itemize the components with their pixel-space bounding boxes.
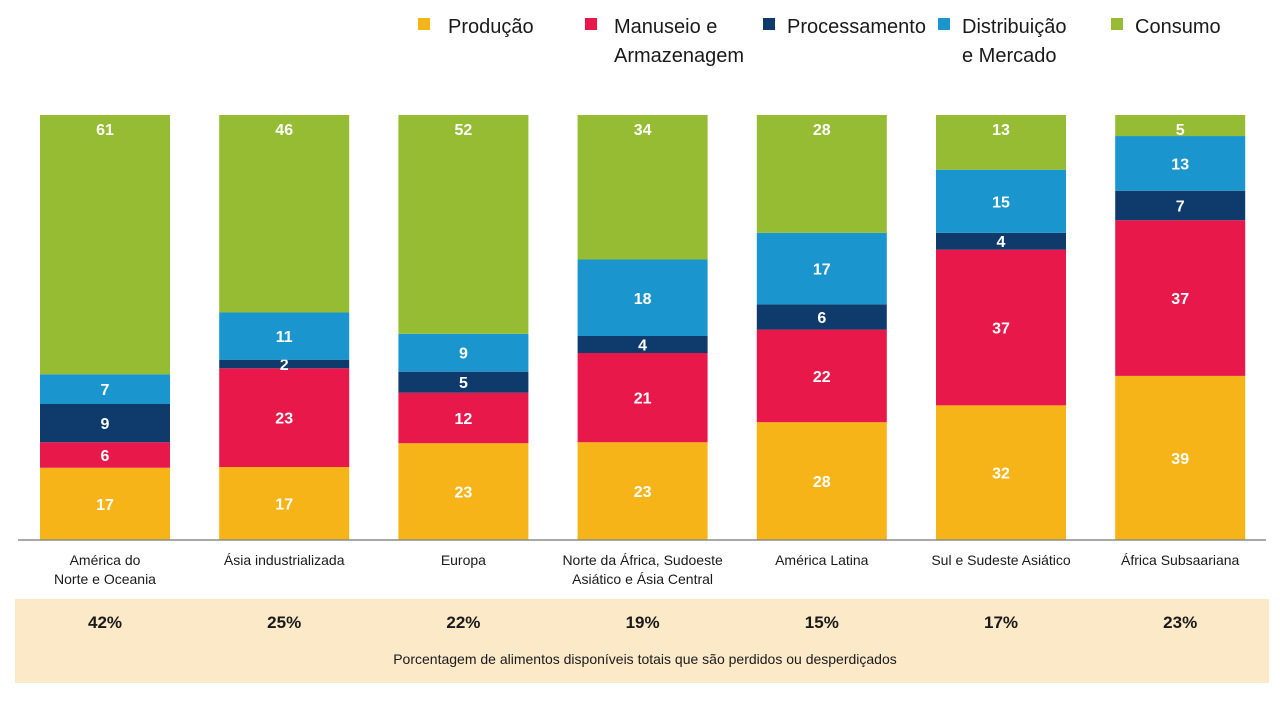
bar-value-label-c3-s1: 23 [455, 485, 473, 502]
bar-segment-c3-s1 [398, 443, 529, 540]
bar-segment-c4-s3 [577, 336, 708, 353]
bar-value-label-c6-s1: 32 [992, 466, 1010, 483]
bar-segment-c1-s5 [40, 115, 170, 375]
bar-value-label-c6-s3: 4 [997, 234, 1006, 251]
bar-segment-c2-s3 [219, 359, 350, 369]
bar-value-label-c4-s4: 18 [634, 291, 652, 308]
category-label-6: Sul e Sudeste Asiático [931, 552, 1071, 568]
bar-value-label-c5-s4: 17 [813, 262, 831, 279]
bar-value-label-c4-s1: 23 [634, 484, 652, 501]
bar-value-label-c7-s3: 7 [1176, 198, 1185, 215]
bar-value-label-c1-s1: 17 [96, 497, 114, 514]
bar-value-label-c2-s1: 17 [275, 497, 293, 514]
bar-segment-c1-s2 [40, 442, 170, 468]
total-percent-1: 42% [88, 613, 122, 632]
bar-value-label-c2-s3: 2 [280, 357, 289, 374]
bar-value-label-c4-s5: 34 [634, 122, 652, 139]
legend-label-5: Consumo [1135, 16, 1221, 38]
bar-segment-c5-s2 [756, 329, 887, 423]
legend-swatch-1 [418, 18, 430, 30]
bar-value-label-c3-s2: 12 [455, 411, 473, 428]
bar-segment-c2-s1 [219, 467, 350, 540]
bar-value-label-c2-s5: 46 [275, 122, 293, 139]
bar-segment-c6-s1 [936, 405, 1066, 540]
bar-segment-c7-s3 [1115, 190, 1246, 221]
bar-value-label-c4-s3: 4 [638, 338, 647, 355]
total-percent-3: 22% [446, 613, 480, 632]
legend-label-2: Manuseio e Armazenagem [614, 16, 744, 67]
bar-segment-c2-s2 [219, 368, 350, 468]
bar-segment-c7-s5 [1115, 115, 1246, 137]
total-percent-7: 23% [1163, 613, 1197, 632]
bar-segment-c7-s2 [1115, 220, 1246, 376]
bar-value-label-c5-s1: 28 [813, 474, 831, 491]
bar-segment-c6-s4 [936, 169, 1066, 233]
bar-segment-c6-s2 [936, 249, 1066, 406]
bar-value-label-c6-s5: 13 [992, 122, 1010, 139]
legend-swatch-2 [585, 18, 597, 30]
total-percent-2: 25% [267, 613, 301, 632]
bar-segment-c4-s5 [577, 115, 708, 260]
bar-segment-c5-s5 [756, 115, 887, 233]
bar-segment-c1-s1 [40, 467, 170, 540]
bar-segment-c5-s3 [756, 304, 887, 330]
bar-value-label-c5-s2: 22 [813, 369, 831, 386]
legend-swatch-4 [938, 18, 950, 30]
legend-label-4: Distribuição e Mercado [962, 16, 1066, 67]
total-percent-6: 17% [984, 613, 1018, 632]
bar-value-label-c2-s4: 11 [276, 329, 293, 346]
category-label-2: Ásia industrializada [224, 552, 345, 568]
bar-segment-c4-s1 [577, 442, 708, 540]
bar-segment-c4-s2 [577, 353, 708, 443]
bar-segment-c7-s4 [1115, 136, 1246, 191]
bar-segment-c1-s3 [40, 404, 170, 443]
totals-band [15, 599, 1269, 683]
bar-value-label-c5-s3: 6 [817, 310, 826, 327]
bar-value-label-c7-s4: 13 [1171, 156, 1189, 173]
legend-label-3: Processamento [787, 16, 926, 38]
bar-segment-c2-s4 [219, 312, 350, 360]
bar-value-label-c6-s4: 15 [992, 194, 1010, 211]
legend-swatch-5 [1111, 18, 1123, 30]
bar-value-label-c7-s2: 37 [1171, 291, 1189, 308]
bar-value-label-c1-s3: 9 [101, 416, 110, 433]
total-percent-4: 19% [626, 613, 660, 632]
bar-value-label-c3-s4: 9 [459, 346, 468, 363]
bar-segment-c3-s5 [398, 115, 529, 334]
category-label-7: África Subsaariana [1121, 552, 1240, 568]
bar-segment-c6-s5 [936, 115, 1066, 170]
bar-value-label-c3-s5: 52 [455, 122, 473, 139]
bar-value-label-c1-s4: 7 [101, 382, 110, 399]
bar-segment-c3-s4 [398, 333, 529, 372]
bar-value-label-c6-s2: 37 [992, 321, 1010, 338]
bar-segment-c4-s4 [577, 259, 708, 336]
bar-segment-c3-s2 [398, 392, 529, 444]
legend-label-1: Produção [448, 16, 534, 38]
total-percent-5: 15% [805, 613, 839, 632]
category-label-5: América Latina [775, 552, 869, 568]
bar-segment-c5-s1 [756, 422, 887, 540]
category-label-1: América do Norte e Oceania [54, 552, 156, 587]
bar-segment-c2-s5 [219, 115, 350, 313]
bar-segment-c6-s3 [936, 232, 1066, 250]
bar-segment-c1-s4 [40, 374, 170, 404]
bar-value-label-c1-s2: 6 [101, 448, 110, 465]
bar-value-label-c3-s3: 5 [459, 375, 468, 392]
bar-segment-c7-s1 [1115, 375, 1246, 540]
bar-value-label-c1-s5: 61 [96, 122, 114, 139]
totals-caption: Porcentagem de alimentos disponíveis tot… [393, 651, 897, 667]
bar-value-label-c2-s2: 23 [275, 411, 293, 428]
bar-value-label-c5-s5: 28 [813, 122, 831, 139]
bar-segment-c5-s4 [756, 232, 887, 305]
bar-value-label-c4-s2: 21 [634, 391, 652, 408]
legend-swatch-3 [763, 18, 775, 30]
bar-segment-c3-s3 [398, 371, 529, 393]
category-label-4: Norte da África, Sudoeste Asiático e Ásia… [562, 552, 723, 587]
bar-value-label-c7-s5: 5 [1176, 122, 1185, 139]
category-label-3: Europa [441, 552, 486, 568]
bar-value-label-c7-s1: 39 [1171, 451, 1189, 468]
